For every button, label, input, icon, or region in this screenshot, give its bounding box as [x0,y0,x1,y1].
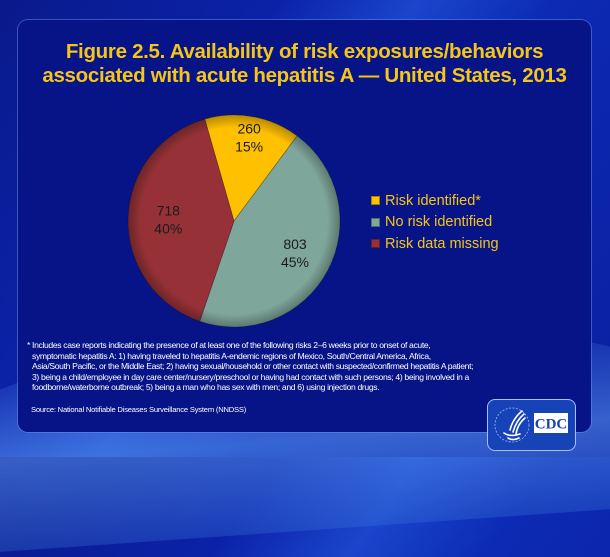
legend-label: Risk identified* [385,192,481,209]
hhs-eagle-icon [503,410,526,441]
cdc-wordmark-box [534,413,568,433]
slice-count-label: 718 [157,202,181,218]
cdc-wordmark: CDC [535,417,568,433]
legend-item-risk-data-missing: Risk data missing [371,233,499,255]
chart-legend: Risk identified* No risk identified Risk… [371,190,499,255]
slice-percent-label: 15% [235,139,263,155]
legend-label: No risk identified [385,214,493,231]
footnote: * Includes case reports indicating the p… [27,340,587,393]
footnote-line: * Includes case reports indicating the p… [27,340,431,350]
slice-percent-label: 40% [154,220,182,236]
pie-chart: 260 15% 803 45% 718 40% [127,114,341,328]
hhs-seal-ring-icon [494,407,530,443]
chart-title: Figure 2.5. Availability of risk exposur… [18,40,591,88]
legend-swatch [371,217,380,227]
source-note: Source: National Notifiable Diseases Sur… [31,405,247,414]
footnote-line: symptomatic hepatitis A: 1) having trave… [32,350,431,361]
legend-label: Risk data missing [385,235,499,252]
footnote-line: Asia/South Pacific, or the Middle East; … [32,361,474,372]
title-line-1: Figure 2.5. Availability of risk exposur… [65,40,544,63]
footnote-line: foodborne/waterborne outbreak; 5) being … [32,382,380,393]
legend-item-risk-identified: Risk identified* [371,190,499,212]
slice-count-label: 260 [237,121,261,137]
cdc-logo[interactable]: CDC [487,399,576,451]
slice-count-label: 803 [283,236,307,252]
legend-swatch [371,196,380,206]
slice-percent-label: 45% [281,254,309,270]
footnote-line: 3) being a child/employee in day care ce… [32,371,469,382]
title-line-2: associated with acute hepatitis A — Unit… [42,64,567,87]
legend-item-no-risk-identified: No risk identified [371,212,499,234]
pie-edge-shade [128,115,340,327]
legend-swatch [371,239,380,249]
